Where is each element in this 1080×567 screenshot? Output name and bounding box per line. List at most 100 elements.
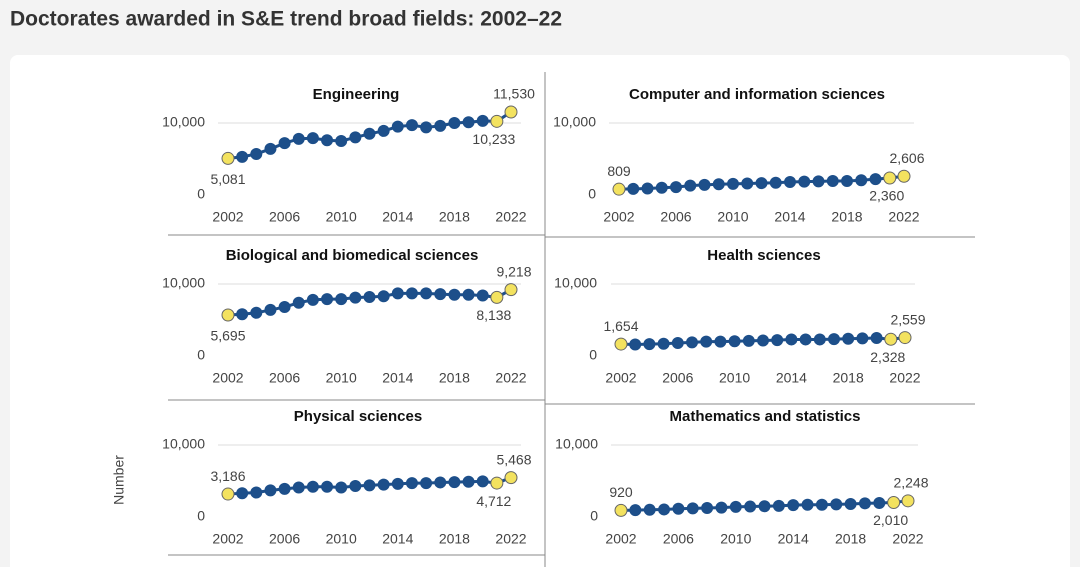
point	[377, 124, 390, 137]
data-label: 2,328	[870, 349, 905, 365]
data-label: 2,360	[869, 188, 904, 204]
data-label: 8,138	[476, 307, 511, 323]
chart-title: Health sciences	[707, 247, 820, 264]
y-tick-label: 0	[588, 186, 596, 202]
y-tick-label: 10,000	[554, 275, 597, 291]
x-tick-label: 2014	[774, 209, 805, 225]
x-tick-label: 2014	[382, 531, 413, 547]
point	[221, 487, 235, 501]
point	[815, 498, 828, 511]
point	[490, 114, 504, 128]
point	[250, 147, 263, 160]
point	[335, 481, 348, 494]
point	[785, 333, 798, 346]
point	[306, 293, 319, 306]
x-tick-label: 2018	[439, 531, 470, 547]
x-tick-label: 2010	[326, 531, 357, 547]
point	[887, 496, 901, 510]
point	[462, 116, 475, 129]
point	[700, 335, 713, 348]
point	[434, 476, 447, 489]
point	[842, 332, 855, 345]
x-tick-label: 2002	[212, 370, 243, 386]
point	[771, 334, 784, 347]
point	[657, 337, 670, 350]
point	[221, 308, 235, 322]
point	[772, 499, 785, 512]
x-tick-label: 2022	[888, 209, 919, 225]
y-axis-label: Number	[111, 455, 127, 505]
y-tick-label: 10,000	[162, 436, 205, 452]
point	[278, 137, 291, 150]
point	[434, 119, 447, 132]
point	[405, 287, 418, 300]
chart-title: Mathematics and statistics	[670, 408, 861, 425]
point	[405, 477, 418, 490]
data-label: 5,695	[210, 328, 245, 344]
x-tick-label: 2014	[382, 370, 413, 386]
point	[714, 335, 727, 348]
x-tick-label: 2010	[717, 209, 748, 225]
point	[264, 303, 277, 316]
point	[841, 174, 853, 187]
point	[686, 502, 699, 515]
point	[448, 117, 461, 129]
point	[715, 501, 728, 514]
point	[629, 504, 642, 517]
point	[755, 177, 768, 190]
point	[405, 119, 418, 132]
point	[321, 134, 334, 147]
point	[901, 494, 915, 508]
point	[883, 171, 897, 185]
point	[698, 178, 711, 191]
data-label: 2,010	[873, 512, 908, 528]
point	[612, 182, 626, 196]
point	[758, 500, 771, 513]
point	[727, 177, 739, 190]
point	[221, 151, 235, 165]
point	[898, 331, 912, 345]
x-tick-label: 2010	[326, 209, 357, 225]
x-tick-label: 2006	[663, 531, 694, 547]
x-tick-label: 2006	[269, 531, 300, 547]
point	[643, 503, 656, 516]
point	[830, 498, 843, 511]
point	[391, 287, 404, 300]
point	[655, 181, 668, 194]
data-label: 5,468	[496, 451, 531, 467]
point	[462, 288, 475, 301]
data-label: 809	[607, 163, 631, 179]
point	[684, 179, 697, 192]
point	[744, 500, 757, 513]
point	[490, 476, 504, 490]
data-label: 2,248	[893, 475, 928, 491]
point	[757, 334, 769, 347]
point	[462, 475, 475, 488]
point	[858, 497, 871, 510]
point	[363, 290, 376, 303]
point	[884, 332, 898, 346]
point	[670, 181, 682, 194]
x-tick-label: 2002	[605, 531, 636, 547]
point	[476, 114, 489, 127]
data-label: 920	[609, 484, 633, 500]
x-tick-label: 2002	[212, 531, 243, 547]
point	[292, 132, 305, 145]
point	[377, 290, 390, 303]
x-tick-label: 2022	[892, 531, 923, 547]
point	[855, 174, 868, 187]
data-label: 5,081	[210, 171, 245, 187]
x-tick-label: 2010	[719, 370, 750, 386]
point	[897, 169, 911, 183]
point	[828, 333, 840, 346]
point	[729, 500, 742, 513]
x-tick-label: 2002	[603, 209, 634, 225]
y-tick-label: 0	[197, 508, 205, 524]
x-tick-label: 2010	[720, 531, 751, 547]
point	[321, 480, 334, 493]
point	[292, 481, 305, 494]
point	[504, 471, 518, 485]
point	[869, 173, 882, 186]
point	[870, 332, 883, 344]
point	[391, 477, 404, 490]
